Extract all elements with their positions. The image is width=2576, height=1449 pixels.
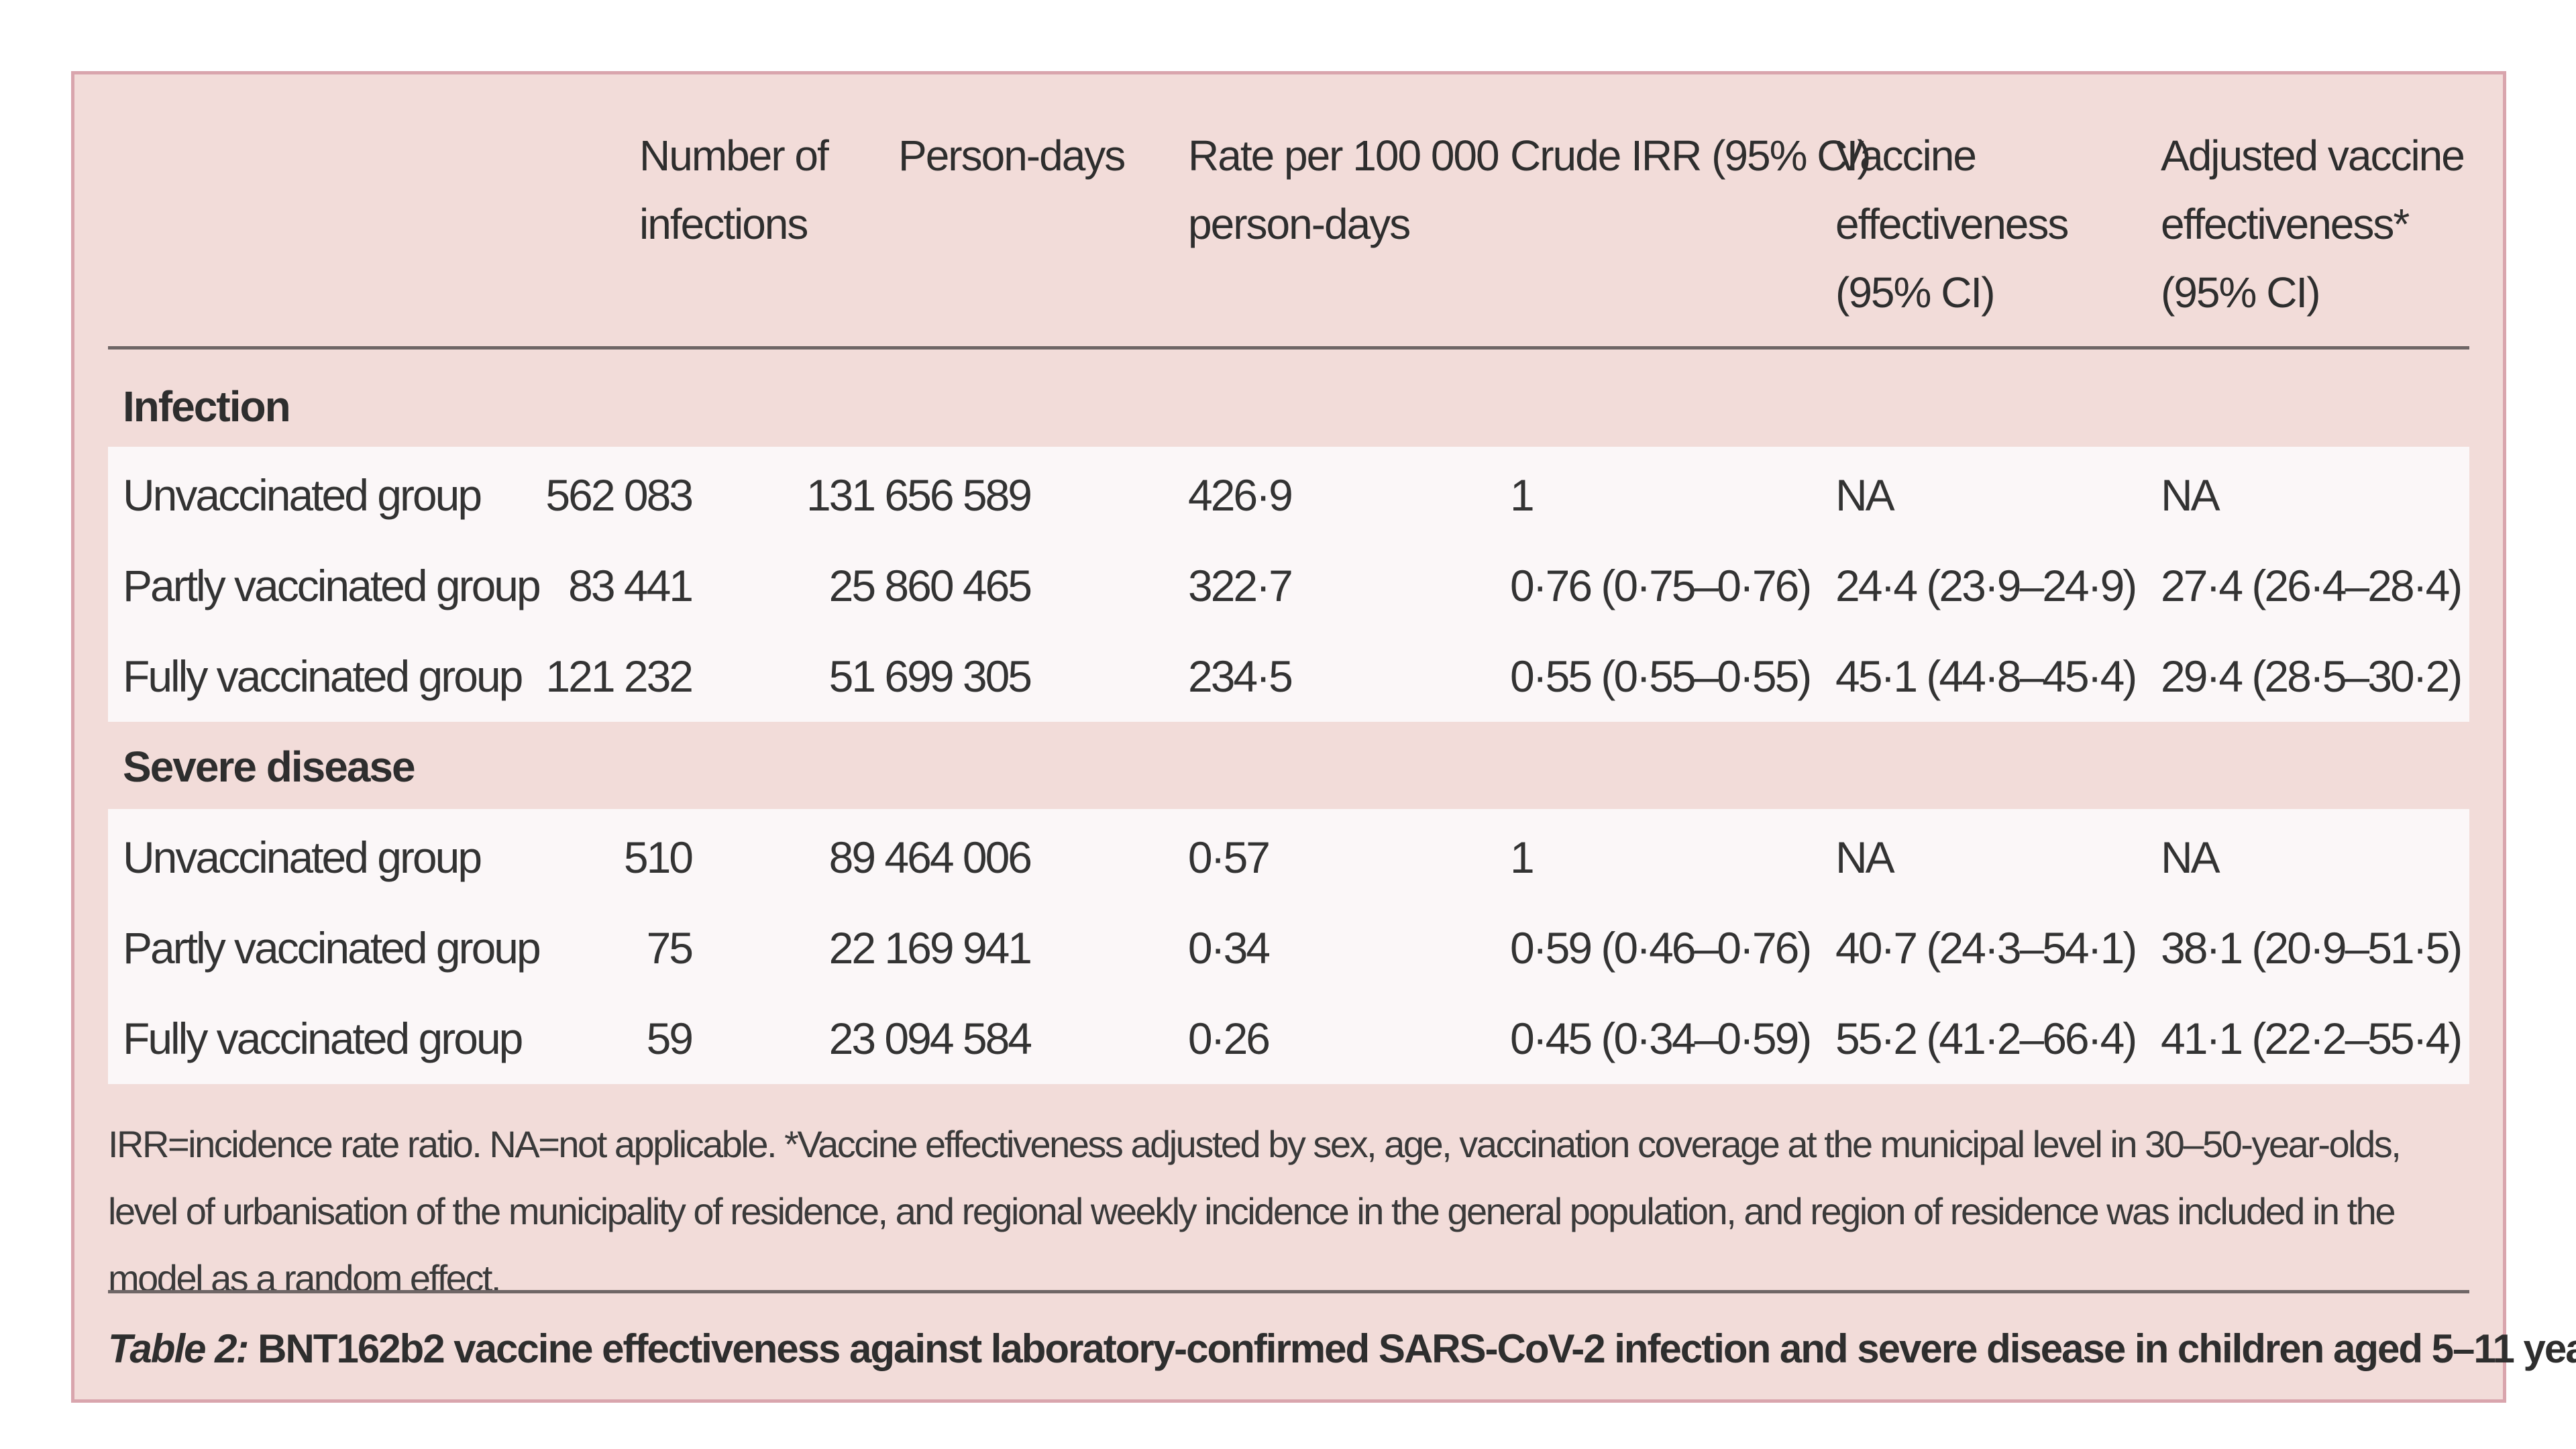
row-group-label: Partly vaccinated group [123, 561, 541, 610]
row-vaccine-effectiveness: NA [1835, 470, 1895, 520]
row-adjusted-vaccine-effectiveness: 27·4 (26·4–28·4) [2161, 561, 2463, 610]
row-group-label: Fully vaccinated group [123, 1014, 523, 1063]
row-group-label: Unvaccinated group [123, 470, 482, 520]
row-infections: 59 [646, 1014, 694, 1063]
row-infections: 562 083 [545, 470, 694, 520]
row-person-days: 22 169 941 [828, 923, 1032, 973]
row-group-label: Partly vaccinated group [123, 923, 541, 973]
header-vaccine-effectiveness: Vaccine effectiveness (95% CI) [1835, 131, 2069, 317]
row-adjusted-vaccine-effectiveness: 38·1 (20·9–51·5) [2161, 923, 2463, 973]
table-footnote: IRR=incidence rate ratio. NA=not applica… [108, 1123, 2402, 1299]
row-adjusted-vaccine-effectiveness: 41·1 (22·2–55·4) [2161, 1014, 2463, 1063]
table-caption: Table 2: BNT162b2 vaccine effectiveness … [108, 1316, 2576, 1383]
row-vaccine-effectiveness: 40·7 (24·3–54·1) [1835, 923, 2137, 973]
header-number-of-infections: Number of infections [639, 131, 829, 248]
row-person-days: 25 860 465 [828, 561, 1032, 610]
row-infections: 121 232 [545, 651, 694, 701]
row-rate: 0·34 [1187, 923, 1271, 973]
row-crude-irr: 0·55 (0·55–0·55) [1510, 651, 1812, 701]
row-adjusted-vaccine-effectiveness: 29·4 (28·5–30·2) [2161, 651, 2463, 701]
row-person-days: 89 464 006 [828, 833, 1032, 882]
table-row: Fully vaccinated group 121 232 51 699 30… [108, 631, 2469, 722]
table-row: Partly vaccinated group 75 22 169 941 0·… [108, 903, 2469, 994]
row-rate: 234·5 [1188, 651, 1293, 701]
header-adjusted-vaccine-effectiveness: Adjusted vaccine effectiveness* (95% CI) [2161, 131, 2465, 317]
caption-rule [108, 1290, 2469, 1293]
table-caption-label: Table 2: [108, 1326, 250, 1371]
row-rate: 0·26 [1187, 1014, 1271, 1063]
row-vaccine-effectiveness: 55·2 (41·2–66·4) [1835, 1014, 2137, 1063]
header-person-days: Person-days [898, 131, 1126, 180]
row-person-days: 23 094 584 [828, 1014, 1032, 1063]
header-crude-irr: Crude IRR (95% CI) [1510, 131, 1872, 180]
row-infections: 83 441 [568, 561, 694, 610]
header-rate: Rate per 100 000 person-days [1188, 131, 1500, 248]
row-band-severe-disease [108, 809, 2469, 1084]
table-inner: Number of infections Person-days Rate pe… [108, 74, 2576, 1399]
row-crude-irr: 0·76 (0·75–0·76) [1510, 561, 1812, 610]
row-vaccine-effectiveness: NA [1835, 833, 1895, 882]
row-person-days: 51 699 305 [828, 651, 1032, 701]
table-panel: Number of infections Person-days Rate pe… [71, 71, 2576, 1403]
table-row: Fully vaccinated group 59 23 094 584 0·2… [108, 994, 2469, 1084]
row-rate: 322·7 [1188, 561, 1293, 610]
row-person-days: 131 656 589 [806, 470, 1032, 520]
section-label-infection: Infection [123, 382, 291, 431]
row-rate: 426·9 [1188, 470, 1293, 520]
row-crude-irr: 0·45 (0·34–0·59) [1510, 1014, 1812, 1063]
row-crude-irr: 1 [1510, 833, 1535, 882]
row-adjusted-vaccine-effectiveness: NA [2161, 470, 2220, 520]
row-band-infection [108, 447, 2469, 722]
row-infections: 75 [646, 923, 694, 973]
row-crude-irr: 1 [1510, 470, 1535, 520]
table-caption-text: BNT162b2 vaccine effectiveness against l… [248, 1326, 2576, 1371]
row-crude-irr: 0·59 (0·46–0·76) [1510, 923, 1812, 973]
row-vaccine-effectiveness: 24·4 (23·9–24·9) [1835, 561, 2137, 610]
row-adjusted-vaccine-effectiveness: NA [2161, 833, 2220, 882]
row-group-label: Fully vaccinated group [123, 651, 523, 701]
row-infections: 510 [623, 833, 694, 882]
header-rule [108, 346, 2469, 350]
row-vaccine-effectiveness: 45·1 (44·8–45·4) [1835, 651, 2137, 701]
row-rate: 0·57 [1187, 833, 1271, 882]
section-label-severe-disease: Severe disease [123, 743, 416, 791]
table-row: Partly vaccinated group 83 441 25 860 46… [108, 541, 2469, 631]
table-header-row: Number of infections Person-days Rate pe… [108, 121, 2469, 350]
table-row: Unvaccinated group 510 89 464 006 0·57 1… [108, 812, 2469, 903]
table-row: Unvaccinated group 562 083 131 656 589 4… [108, 450, 2469, 541]
row-group-label: Unvaccinated group [123, 833, 482, 882]
